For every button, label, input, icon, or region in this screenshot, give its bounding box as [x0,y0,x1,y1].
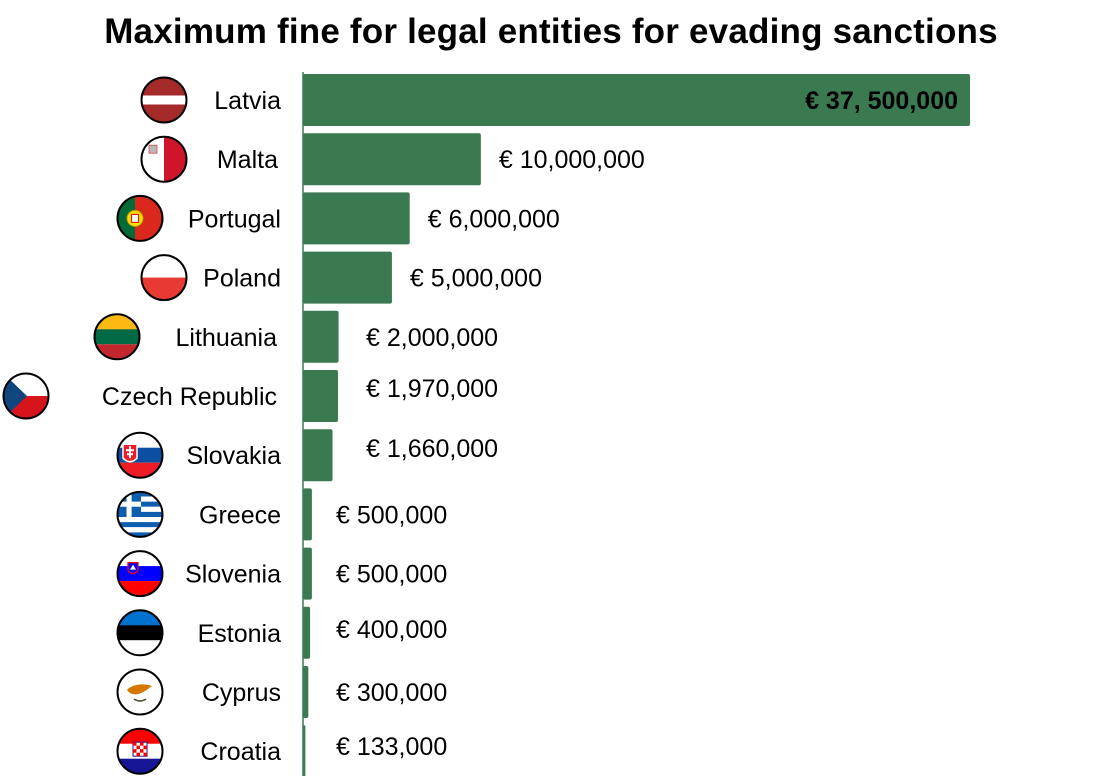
category-label-lithuania: Lithuania [176,324,278,352]
labels-layer: Latvia € 37, 500,000 Malta € 10,000,000 Port… [102,87,958,766]
bar-poland [303,251,392,304]
category-label-czech-republic: Czech Republic [102,383,277,411]
greece-flag-icon [116,490,164,538]
value-label-poland: € 5,000,000 [410,265,542,293]
czech-republic-flag-icon [2,372,50,420]
bar-croatia [303,725,306,776]
slovenia-flag-icon [116,550,164,598]
category-label-poland: Poland [203,265,281,293]
bar-slovenia [303,547,312,600]
value-label-estonia: € 400,000 [336,616,447,644]
bar-cyprus [303,666,309,718]
category-label-estonia: Estonia [198,620,281,648]
bar-czech-republic [303,370,339,422]
bar-lithuania [303,310,339,363]
value-label-malta: € 10,000,000 [499,146,645,174]
chart-title: Maximum fine for legal entities for evad… [104,12,998,51]
bar-estonia [303,606,311,659]
estonia-flag-icon [116,609,164,657]
value-label-lithuania: € 2,000,000 [366,324,498,352]
bar-malta [303,133,481,186]
malta-flag-icon [140,135,188,183]
value-label-croatia: € 133,000 [336,733,447,761]
bar-portugal [303,192,410,245]
bars-layer [303,74,970,776]
category-label-slovenia: Slovenia [185,561,281,589]
bar-latvia [303,74,970,126]
category-label-cyprus: Cyprus [202,679,281,707]
category-label-greece: Greece [199,501,281,529]
value-label-greece: € 500,000 [336,501,447,529]
cyprus-flag-icon [116,668,164,716]
portugal-flag-icon [116,194,164,242]
value-label-slovenia: € 500,000 [336,561,447,589]
category-label-slovakia: Slovakia [187,442,282,470]
category-label-malta: Malta [217,146,278,174]
bar-greece [303,488,312,541]
value-label-slovakia: € 1,660,000 [366,435,498,463]
value-label-portugal: € 6,000,000 [428,205,560,233]
bar-slovakia [303,429,333,482]
poland-flag-icon [140,254,188,302]
category-label-croatia: Croatia [200,738,281,766]
lithuania-flag-icon [93,313,141,361]
category-label-latvia: Latvia [214,87,281,115]
value-label-cyprus: € 300,000 [336,679,447,707]
value-label-latvia: € 37, 500,000 [805,87,958,115]
latvia-flag-icon [140,76,188,124]
slovakia-flag-icon [116,431,164,479]
value-label-czech-republic: € 1,970,000 [366,375,498,403]
croatia-flag-icon [116,727,164,775]
category-label-portugal: Portugal [188,205,281,233]
flags-layer [2,76,188,775]
